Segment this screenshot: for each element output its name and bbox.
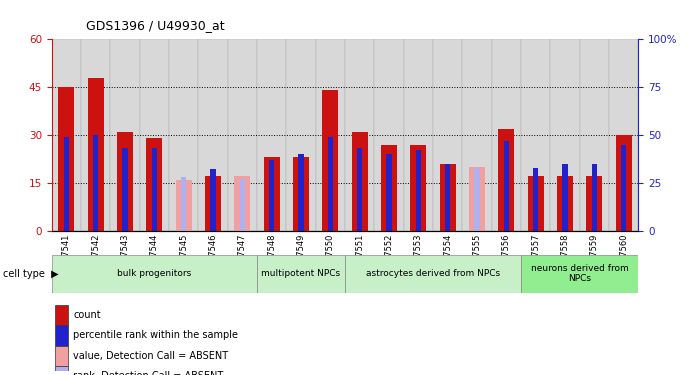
Bar xyxy=(286,39,316,231)
Bar xyxy=(52,255,257,292)
Bar xyxy=(621,145,627,231)
Bar xyxy=(264,158,279,231)
Bar xyxy=(381,145,397,231)
Bar xyxy=(316,39,345,231)
Text: rank, Detection Call = ABSENT: rank, Detection Call = ABSENT xyxy=(73,371,224,375)
Bar xyxy=(528,177,544,231)
Text: GDS1396 / U49930_at: GDS1396 / U49930_at xyxy=(86,19,225,32)
Bar xyxy=(257,255,345,292)
Bar xyxy=(445,164,451,231)
Bar xyxy=(386,154,392,231)
Bar xyxy=(235,177,250,231)
Bar xyxy=(117,132,133,231)
Bar xyxy=(228,39,257,231)
Bar xyxy=(411,145,426,231)
Bar xyxy=(110,39,140,231)
Bar xyxy=(52,39,81,231)
Bar xyxy=(199,39,228,231)
Bar xyxy=(328,137,333,231)
Bar xyxy=(586,177,602,231)
Bar xyxy=(615,135,631,231)
Bar xyxy=(462,39,492,231)
Bar xyxy=(55,346,68,366)
Bar xyxy=(59,87,75,231)
Bar xyxy=(440,164,455,231)
Bar xyxy=(293,158,309,231)
Text: cell type  ▶: cell type ▶ xyxy=(3,269,59,279)
Bar xyxy=(469,167,485,231)
Bar xyxy=(55,366,68,375)
Bar xyxy=(345,39,374,231)
Bar xyxy=(504,141,509,231)
Bar xyxy=(352,132,368,231)
Bar xyxy=(146,138,162,231)
Bar xyxy=(433,39,462,231)
Bar xyxy=(580,39,609,231)
Bar xyxy=(88,78,103,231)
Text: percentile rank within the sample: percentile rank within the sample xyxy=(73,330,239,340)
Bar xyxy=(562,164,568,231)
Bar xyxy=(181,177,186,231)
Bar xyxy=(474,168,480,231)
Text: count: count xyxy=(73,310,101,320)
Bar xyxy=(521,255,638,292)
Bar xyxy=(404,39,433,231)
Bar xyxy=(63,137,69,231)
Bar xyxy=(357,148,362,231)
Bar xyxy=(152,148,157,231)
Bar xyxy=(551,39,580,231)
Bar xyxy=(239,179,245,231)
Bar xyxy=(533,168,538,231)
Bar xyxy=(55,326,68,346)
Bar xyxy=(345,255,521,292)
Bar xyxy=(557,177,573,231)
Bar xyxy=(609,39,638,231)
Bar xyxy=(55,305,68,326)
Bar xyxy=(491,39,521,231)
Text: multipotent NPCs: multipotent NPCs xyxy=(262,269,341,278)
Bar xyxy=(93,135,99,231)
Text: value, Detection Call = ABSENT: value, Detection Call = ABSENT xyxy=(73,351,228,361)
Bar xyxy=(139,39,169,231)
Text: bulk progenitors: bulk progenitors xyxy=(117,269,192,278)
Bar xyxy=(169,39,199,231)
Bar xyxy=(591,164,597,231)
Bar xyxy=(205,177,221,231)
Bar xyxy=(298,154,304,231)
Bar xyxy=(257,39,286,231)
Bar xyxy=(210,170,216,231)
Bar xyxy=(176,180,192,231)
Bar xyxy=(521,39,551,231)
Text: neurons derived from
NPCs: neurons derived from NPCs xyxy=(531,264,629,284)
Bar xyxy=(122,148,128,231)
Bar xyxy=(322,90,338,231)
Bar xyxy=(375,39,404,231)
Bar xyxy=(269,160,275,231)
Bar xyxy=(498,129,514,231)
Bar xyxy=(415,150,421,231)
Text: astrocytes derived from NPCs: astrocytes derived from NPCs xyxy=(366,269,500,278)
Bar xyxy=(81,39,110,231)
